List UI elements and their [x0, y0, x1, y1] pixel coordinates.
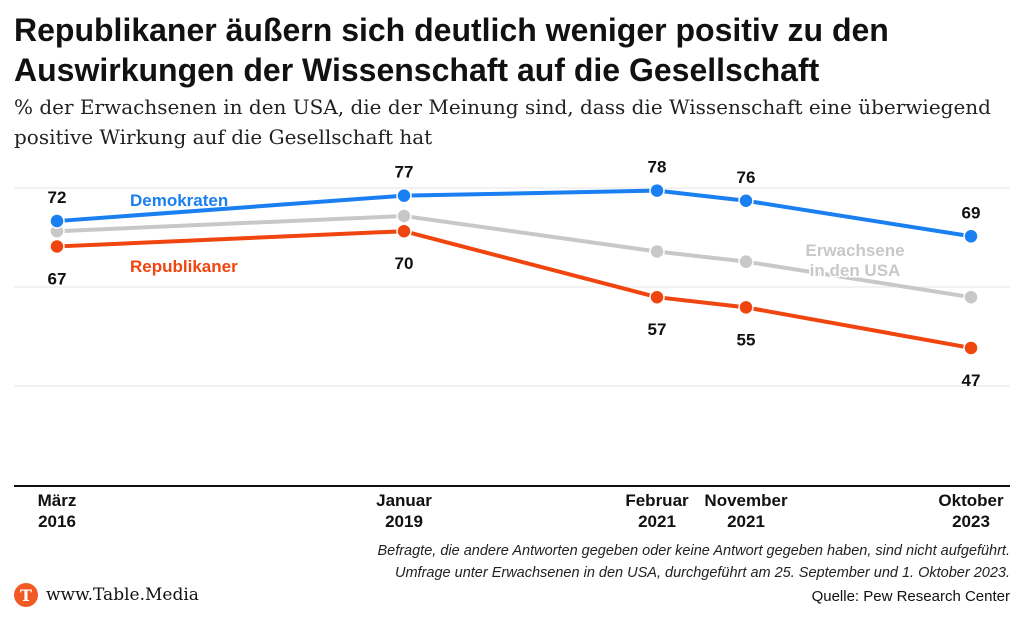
- data-point: [649, 289, 665, 305]
- data-point: [738, 299, 754, 316]
- series-label-republikaner: Republikaner: [130, 257, 238, 276]
- data-point: [963, 228, 979, 245]
- data-point: [738, 193, 754, 209]
- data-label: 55: [737, 330, 756, 349]
- series-label-erwachsene-line1: Erwachsene: [805, 241, 904, 260]
- data-label: 72: [48, 188, 67, 207]
- footnote: Befragte, die andere Antworten gegeben o…: [210, 540, 1010, 584]
- x-tick-label: Oktober: [938, 491, 1004, 510]
- data-point: [963, 340, 979, 356]
- data-label: 69: [962, 203, 981, 222]
- chart-title: Republikaner äußern sich deutlich wenige…: [14, 12, 889, 88]
- brand: T www.Table.Media: [14, 583, 199, 607]
- x-tick-label: 2019: [385, 512, 423, 531]
- data-label: 47: [962, 371, 981, 390]
- data-point: [49, 213, 65, 229]
- data-point: [396, 187, 412, 204]
- data-label: 57: [648, 320, 667, 339]
- footnote-line-1: Befragte, die andere Antworten gegeben o…: [377, 543, 1010, 559]
- data-point: [396, 223, 412, 239]
- data-label: 76: [737, 168, 756, 187]
- x-tick-label: 2016: [38, 512, 76, 531]
- data-label: 67: [48, 269, 67, 288]
- data-point: [49, 238, 65, 255]
- data-point: [649, 182, 665, 199]
- series-label-demokraten: Demokraten: [130, 191, 228, 210]
- chart-subtitle: % der Erwachsenen in den USA, die der Me…: [14, 95, 991, 149]
- footnote-line-2: Umfrage unter Erwachsenen in den USA, du…: [395, 565, 1010, 581]
- data-point: [963, 289, 979, 305]
- table-media-logo-icon: T: [14, 583, 38, 607]
- x-tick-label: November: [704, 491, 788, 510]
- data-label: 78: [648, 158, 667, 177]
- series-label-erwachsene-line2: in den USA: [810, 261, 901, 280]
- x-tick-label: März: [38, 491, 77, 510]
- brand-url: www.Table.Media: [46, 585, 199, 605]
- data-label: 77: [395, 163, 414, 182]
- x-tick-label: Januar: [376, 491, 432, 510]
- data-point: [396, 208, 412, 224]
- source-credit: Quelle: Pew Research Center: [811, 588, 1010, 605]
- x-tick-label: 2023: [952, 512, 990, 531]
- data-label: 70: [395, 254, 414, 273]
- line-chart: 72 77 78 76 69 67 70 57 55 47 Demokraten Republikan…: [14, 158, 1010, 531]
- data-point: [649, 243, 665, 260]
- x-tick-label: Februar: [625, 491, 689, 510]
- x-tick-label: 2021: [638, 512, 676, 531]
- x-tick-label: 2021: [727, 512, 765, 531]
- data-point: [738, 253, 754, 270]
